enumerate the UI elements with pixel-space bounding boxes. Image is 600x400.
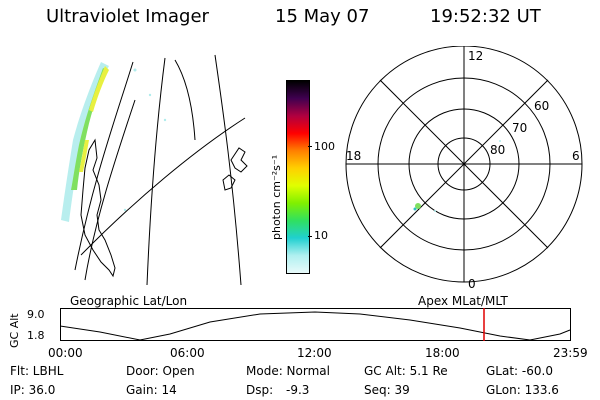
xtick-1200: 12:00: [297, 346, 332, 360]
mode-info: Mode: Normal: [246, 364, 330, 378]
dsp-value: -9.3: [286, 383, 310, 397]
auroral-band: [61, 62, 167, 222]
ip-info: IP: 36.0: [10, 383, 56, 397]
door-info: Door: Open: [126, 364, 195, 378]
colorbar-tick-100: [308, 146, 312, 147]
geo-grid-lines: [74, 54, 246, 285]
colorbar: [286, 80, 310, 274]
mlt-diagonal-2: [379, 79, 549, 249]
aurora-spot: [415, 203, 421, 209]
colorbar-tick-label-100: 100: [314, 140, 335, 153]
gain-info: Gain: 14: [126, 383, 177, 397]
xtick-0000: 00:00: [48, 346, 83, 360]
colorbar-tick-10: [308, 236, 312, 237]
seq-info: Seq: 39: [364, 383, 410, 397]
gc-alt-ytick-bottom: 1.8: [27, 329, 45, 342]
mlt-label-0: 0: [468, 277, 476, 291]
mlt-label-6: 6: [572, 149, 580, 163]
lat-label-80: 80: [490, 143, 505, 157]
colorbar-tick-label-10: 10: [314, 229, 328, 242]
xtick-0600: 06:00: [170, 346, 205, 360]
xtick-2359: 23:59: [553, 346, 588, 360]
time-label: 19:52:32 UT: [430, 6, 541, 27]
gc-alt-ytick-top: 9.0: [27, 308, 45, 321]
xtick-1800: 18:00: [425, 346, 460, 360]
colorbar-gradient: [287, 81, 309, 273]
lat-label-70: 70: [512, 121, 527, 135]
mlt-label-12: 12: [468, 49, 483, 63]
gc-alt-curve: [60, 311, 571, 341]
lat-label-60: 60: [534, 99, 549, 113]
app-title: Ultraviolet Imager: [46, 6, 209, 27]
mlt-label-18: 18: [346, 149, 361, 163]
colorbar-unit-label: photon cm⁻²s⁻¹: [270, 154, 283, 240]
glat-info: GLat: -60.0: [486, 364, 553, 378]
coastline: [80, 138, 248, 278]
geographic-image-panel: [61, 54, 248, 285]
gc-alt-info: GC Alt: 5.1 Re: [364, 364, 448, 378]
date-label: 15 May 07: [275, 6, 370, 27]
filter-info: Flt: LBHL: [10, 364, 64, 378]
polar-mlt-plot: 12 18 6 0 60 70 80: [345, 46, 583, 291]
apex-label: Apex MLat/MLT: [418, 294, 508, 308]
geographic-label: Geographic Lat/Lon: [70, 294, 188, 308]
dsp-label: Dsp:: [246, 383, 274, 397]
gc-alt-axis-title: GC Alt: [8, 313, 21, 348]
gc-alt-plot: [60, 308, 571, 341]
glon-info: GLon: 133.6: [486, 383, 559, 397]
